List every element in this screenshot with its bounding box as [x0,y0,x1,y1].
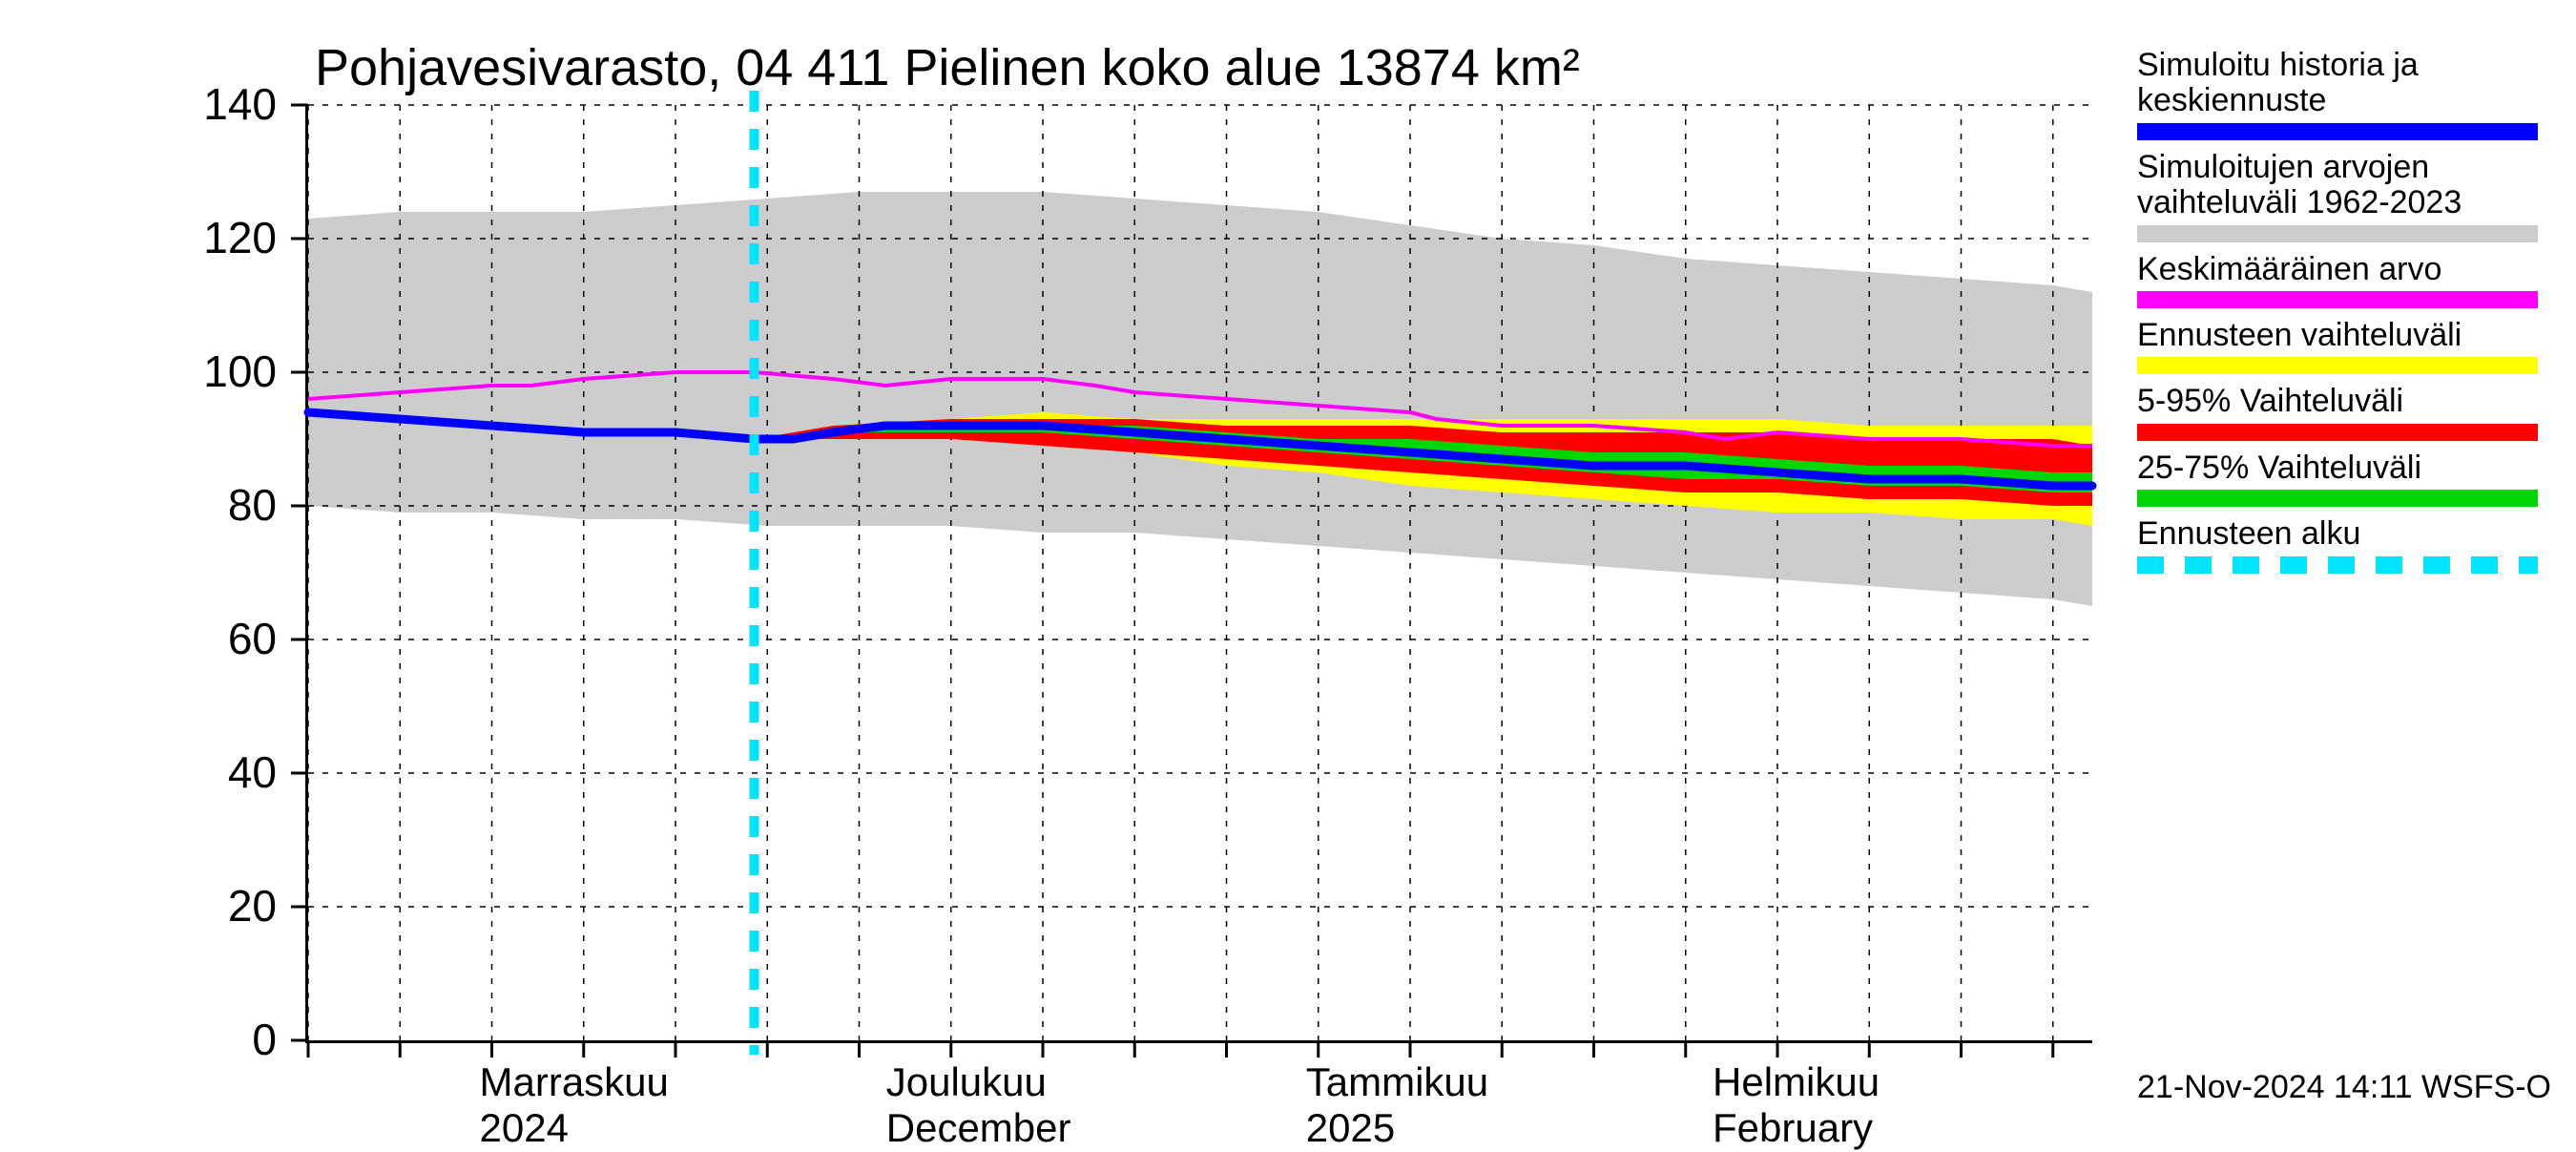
legend-entry: 25-75% Vaihteluväli [2137,450,2557,507]
legend-swatch [2137,123,2538,140]
x-month-label: Tammikuu 2025 [1306,1059,1488,1152]
legend-swatch [2137,357,2538,374]
legend-entry: Ennusteen alku [2137,516,2557,573]
x-month-label: Helmikuu February [1713,1059,1880,1152]
chart-plot-area [305,105,2092,1043]
legend-label: Simuloitu historia ja keskiennuste [2137,48,2557,119]
legend-label: Ennusteen vaihteluväli [2137,318,2557,353]
x-month-label: Marraskuu 2024 [480,1059,669,1152]
legend-entry: Ennusteen vaihteluväli [2137,318,2557,374]
legend-entry: Simuloitu historia ja keskiennuste [2137,48,2557,140]
legend-swatch [2137,424,2538,441]
legend-label: Ennusteen alku [2137,516,2557,552]
legend-swatch [2137,291,2538,308]
y-tick-label: 0 [162,1014,277,1065]
legend: Simuloitu historia ja keskiennuste Simulo… [2137,48,2557,583]
legend-entry: 5-95% Vaihteluväli [2137,384,2557,440]
chart-title: Pohjavesivarasto, 04 411 Pielinen koko a… [315,38,1580,97]
y-tick-label: 20 [162,880,277,932]
y-tick-label: 60 [162,613,277,664]
legend-swatch [2137,225,2538,242]
legend-label: 25-75% Vaihteluväli [2137,450,2557,486]
legend-label: 5-95% Vaihteluväli [2137,384,2557,419]
legend-entry: Keskimääräinen arvo [2137,252,2557,308]
y-tick-label: 120 [162,212,277,263]
y-tick-label: 140 [162,78,277,130]
legend-entry: Simuloitujen arvojen vaihteluväli 1962-2… [2137,150,2557,242]
y-tick-label: 80 [162,479,277,531]
legend-swatch [2137,490,2538,507]
timestamp-footer: 21-Nov-2024 14:11 WSFS-O [2137,1069,2551,1106]
y-tick-label: 100 [162,346,277,397]
legend-label: Keskimääräinen arvo [2137,252,2557,287]
legend-swatch [2137,556,2538,574]
y-tick-label: 40 [162,746,277,798]
legend-label: Simuloitujen arvojen vaihteluväli 1962-2… [2137,150,2557,221]
x-month-label: Joulukuu December [886,1059,1071,1152]
